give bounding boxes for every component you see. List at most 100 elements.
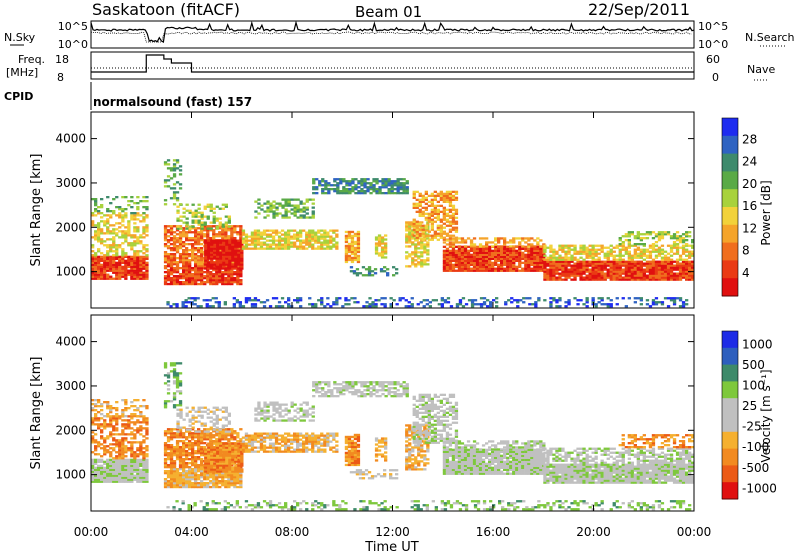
heatmap-cell <box>344 252 349 256</box>
heatmap-cell <box>379 270 384 273</box>
heatmap-cell <box>197 231 201 234</box>
heatmap-cell <box>503 247 507 250</box>
heatmap-cell <box>133 455 137 458</box>
heatmap-cell <box>675 235 680 238</box>
heatmap-cell <box>178 480 183 483</box>
heatmap-cell <box>208 305 212 308</box>
heatmap-cell <box>503 255 507 258</box>
heatmap-cell <box>115 275 119 278</box>
heatmap-cell <box>594 248 598 251</box>
heatmap-cell <box>326 231 330 234</box>
heatmap-cell <box>263 202 267 205</box>
heatmap-cell <box>530 269 534 272</box>
heatmap-cell <box>449 305 454 308</box>
heatmap-cell <box>203 275 207 278</box>
heatmap-cell <box>405 251 409 254</box>
heatmap-cell <box>414 265 418 268</box>
heatmap-cell <box>500 259 504 262</box>
heatmap-cell <box>405 180 409 183</box>
heatmap-cell <box>475 253 480 256</box>
heatmap-cell <box>185 462 189 465</box>
heatmap-cell <box>579 248 583 251</box>
heatmap-cell <box>663 268 668 271</box>
heatmap-cell <box>448 208 453 211</box>
heatmap-cell <box>445 200 450 203</box>
heatmap-cell <box>455 305 460 308</box>
heatmap-cell <box>678 241 683 244</box>
heatmap-cell <box>172 247 177 250</box>
heatmap-cell <box>121 399 125 402</box>
heatmap-cell <box>228 251 232 254</box>
heatmap-cell <box>348 184 352 187</box>
heatmap-cell <box>512 247 516 250</box>
heatmap-cell <box>533 255 537 258</box>
heatmap-cell <box>326 243 330 246</box>
heatmap-cell <box>311 229 315 232</box>
heatmap-cell <box>685 262 689 265</box>
heatmap-cell <box>427 238 431 241</box>
heatmap-cell <box>269 204 273 207</box>
heatmap-cell <box>558 254 562 257</box>
heatmap-cell <box>218 235 222 238</box>
heatmap-cell <box>497 257 501 260</box>
heatmap-cell <box>500 253 504 256</box>
heatmap-cell <box>558 244 562 247</box>
heatmap-cell <box>277 305 282 308</box>
heatmap-cell <box>139 269 143 272</box>
heatmap-cell <box>106 462 110 465</box>
heatmap-cell <box>353 254 358 258</box>
heatmap-cell <box>136 415 140 418</box>
heatmap-cell <box>97 275 101 278</box>
heatmap-cell <box>597 252 601 255</box>
heatmap-cell <box>515 265 519 268</box>
heatmap-cell <box>442 261 447 264</box>
heatmap-cell <box>145 277 149 280</box>
heatmap-cell <box>530 267 534 270</box>
heatmap-cell <box>390 188 394 191</box>
heatmap-cell <box>241 229 246 232</box>
heatmap-cell <box>212 275 216 278</box>
heatmap-cell <box>182 452 186 455</box>
heatmap-cell <box>219 267 223 270</box>
heatmap-cell <box>100 242 104 245</box>
heatmap-cell <box>603 246 607 249</box>
heatmap-cell <box>211 305 215 308</box>
heatmap-cell <box>227 275 231 278</box>
heatmap-cell <box>193 297 197 300</box>
heatmap-cell <box>206 231 210 234</box>
heatmap-cell <box>112 439 116 442</box>
heatmap-cell <box>100 269 104 272</box>
heatmap-cell <box>424 234 428 237</box>
heatmap-cell <box>326 245 330 248</box>
heatmap-cell <box>118 222 122 225</box>
heatmap-cell <box>274 239 279 242</box>
heatmap-cell <box>124 230 128 233</box>
heatmap-cell <box>145 453 149 456</box>
heatmap-cell <box>609 264 613 267</box>
heatmap-cell <box>237 261 241 264</box>
heatmap-cell <box>218 249 222 252</box>
heatmap-cell <box>124 254 128 257</box>
heatmap-cell <box>213 241 217 244</box>
heatmap-cell <box>221 229 225 232</box>
heatmap-cell <box>91 480 95 483</box>
heatmap-cell <box>485 251 489 254</box>
heatmap-cell <box>112 433 116 436</box>
heatmap-cell <box>257 212 261 215</box>
heatmap-cell <box>399 186 403 189</box>
heatmap-cell <box>236 271 240 274</box>
heatmap-cell <box>194 271 198 274</box>
heatmap-cell <box>448 200 453 203</box>
heatmap-cell <box>130 236 134 239</box>
heatmap-cell <box>203 474 207 477</box>
heatmap-cell <box>318 182 322 185</box>
heatmap-cell <box>281 198 285 201</box>
heatmap-cell <box>594 276 598 279</box>
heatmap-cell <box>350 230 355 234</box>
heatmap-cell <box>169 187 174 190</box>
heatmap-cell <box>169 277 174 280</box>
heatmap-cell <box>175 440 180 443</box>
heatmap-cell <box>136 399 140 402</box>
heatmap-cell <box>533 265 537 268</box>
heatmap-cell <box>284 233 288 236</box>
